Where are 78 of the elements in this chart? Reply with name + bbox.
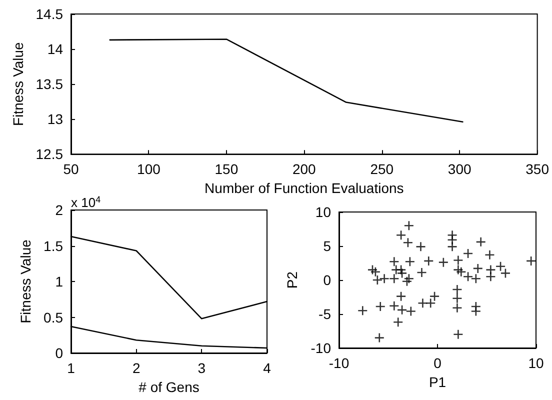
point [357, 305, 368, 316]
x-tick-label: 0 [434, 355, 442, 371]
point [423, 256, 434, 266]
point [429, 291, 440, 302]
point [379, 273, 390, 284]
point [462, 248, 474, 259]
point [396, 264, 406, 275]
point [453, 329, 464, 340]
x-tick-label: 300 [448, 161, 472, 178]
point [402, 237, 414, 248]
point [389, 256, 400, 267]
point [396, 291, 406, 302]
point [367, 264, 378, 275]
point [486, 264, 496, 275]
x-tick-label: 250 [370, 161, 394, 178]
point [404, 256, 416, 267]
y-axis-title: P2 [284, 271, 300, 289]
point [416, 267, 427, 278]
line-series [109, 38, 464, 123]
y-tick-label: 1.5 [44, 238, 64, 254]
point [418, 298, 428, 308]
point [425, 298, 436, 308]
point [404, 220, 414, 231]
point [402, 276, 412, 287]
y-tick-label: 2 [55, 202, 64, 218]
point [416, 242, 426, 252]
x-tick-label: 50 [63, 161, 79, 178]
point [447, 242, 458, 252]
x-axis-title: P1 [428, 374, 446, 390]
point [406, 306, 416, 316]
y-tick-label: 0.5 [44, 309, 64, 326]
point [389, 300, 400, 311]
y-axis-title: Fitness Value [10, 42, 26, 126]
point [396, 304, 408, 316]
y-tick-label: 0 [55, 345, 64, 361]
x-tick-label: 200 [292, 161, 316, 178]
x-tick-label: 100 [137, 161, 161, 178]
point [389, 273, 400, 284]
x-tick-label: 3 [198, 360, 206, 376]
point [470, 273, 482, 284]
point [452, 302, 462, 314]
y-tick-label: 1 [55, 274, 64, 290]
y-tick-label: 5 [323, 238, 332, 254]
point [375, 301, 386, 312]
y-axis-title: Fitness Value [18, 239, 34, 324]
y-tick-label: 13.5 [36, 76, 64, 92]
x-tick-label: 350 [526, 161, 550, 178]
point [472, 263, 484, 274]
point [438, 257, 449, 268]
y-tick-label: 10 [315, 204, 332, 220]
point [470, 306, 482, 316]
x-axis-title: Number of Function Evaluations [204, 180, 404, 196]
point [452, 293, 462, 304]
x-tick-label: 2 [132, 360, 140, 376]
x-axis-title: # of Gens [138, 378, 200, 395]
point [374, 332, 385, 343]
point [476, 236, 486, 248]
point [370, 266, 381, 277]
point [396, 230, 406, 240]
x-tick-label: 1 [67, 360, 76, 376]
point [452, 284, 462, 295]
x-tick-label: 10 [528, 355, 544, 371]
y-tick-label: 14 [47, 41, 64, 58]
point [453, 264, 464, 275]
point [486, 271, 496, 282]
y-tick-label: -5 [318, 306, 332, 322]
y-tick-label: -10 [310, 340, 332, 356]
point [453, 255, 464, 266]
point [372, 274, 383, 286]
point [484, 250, 495, 260]
y-tick-label: 14.5 [36, 6, 64, 22]
x-tick-label: 4 [263, 360, 272, 376]
y-tick-label: 12.5 [36, 146, 64, 162]
y-tick-label: 13 [47, 111, 64, 128]
y-tick-label: 0 [323, 272, 332, 288]
point [392, 317, 404, 328]
point [526, 256, 536, 266]
x-tick-label: 150 [214, 161, 238, 178]
